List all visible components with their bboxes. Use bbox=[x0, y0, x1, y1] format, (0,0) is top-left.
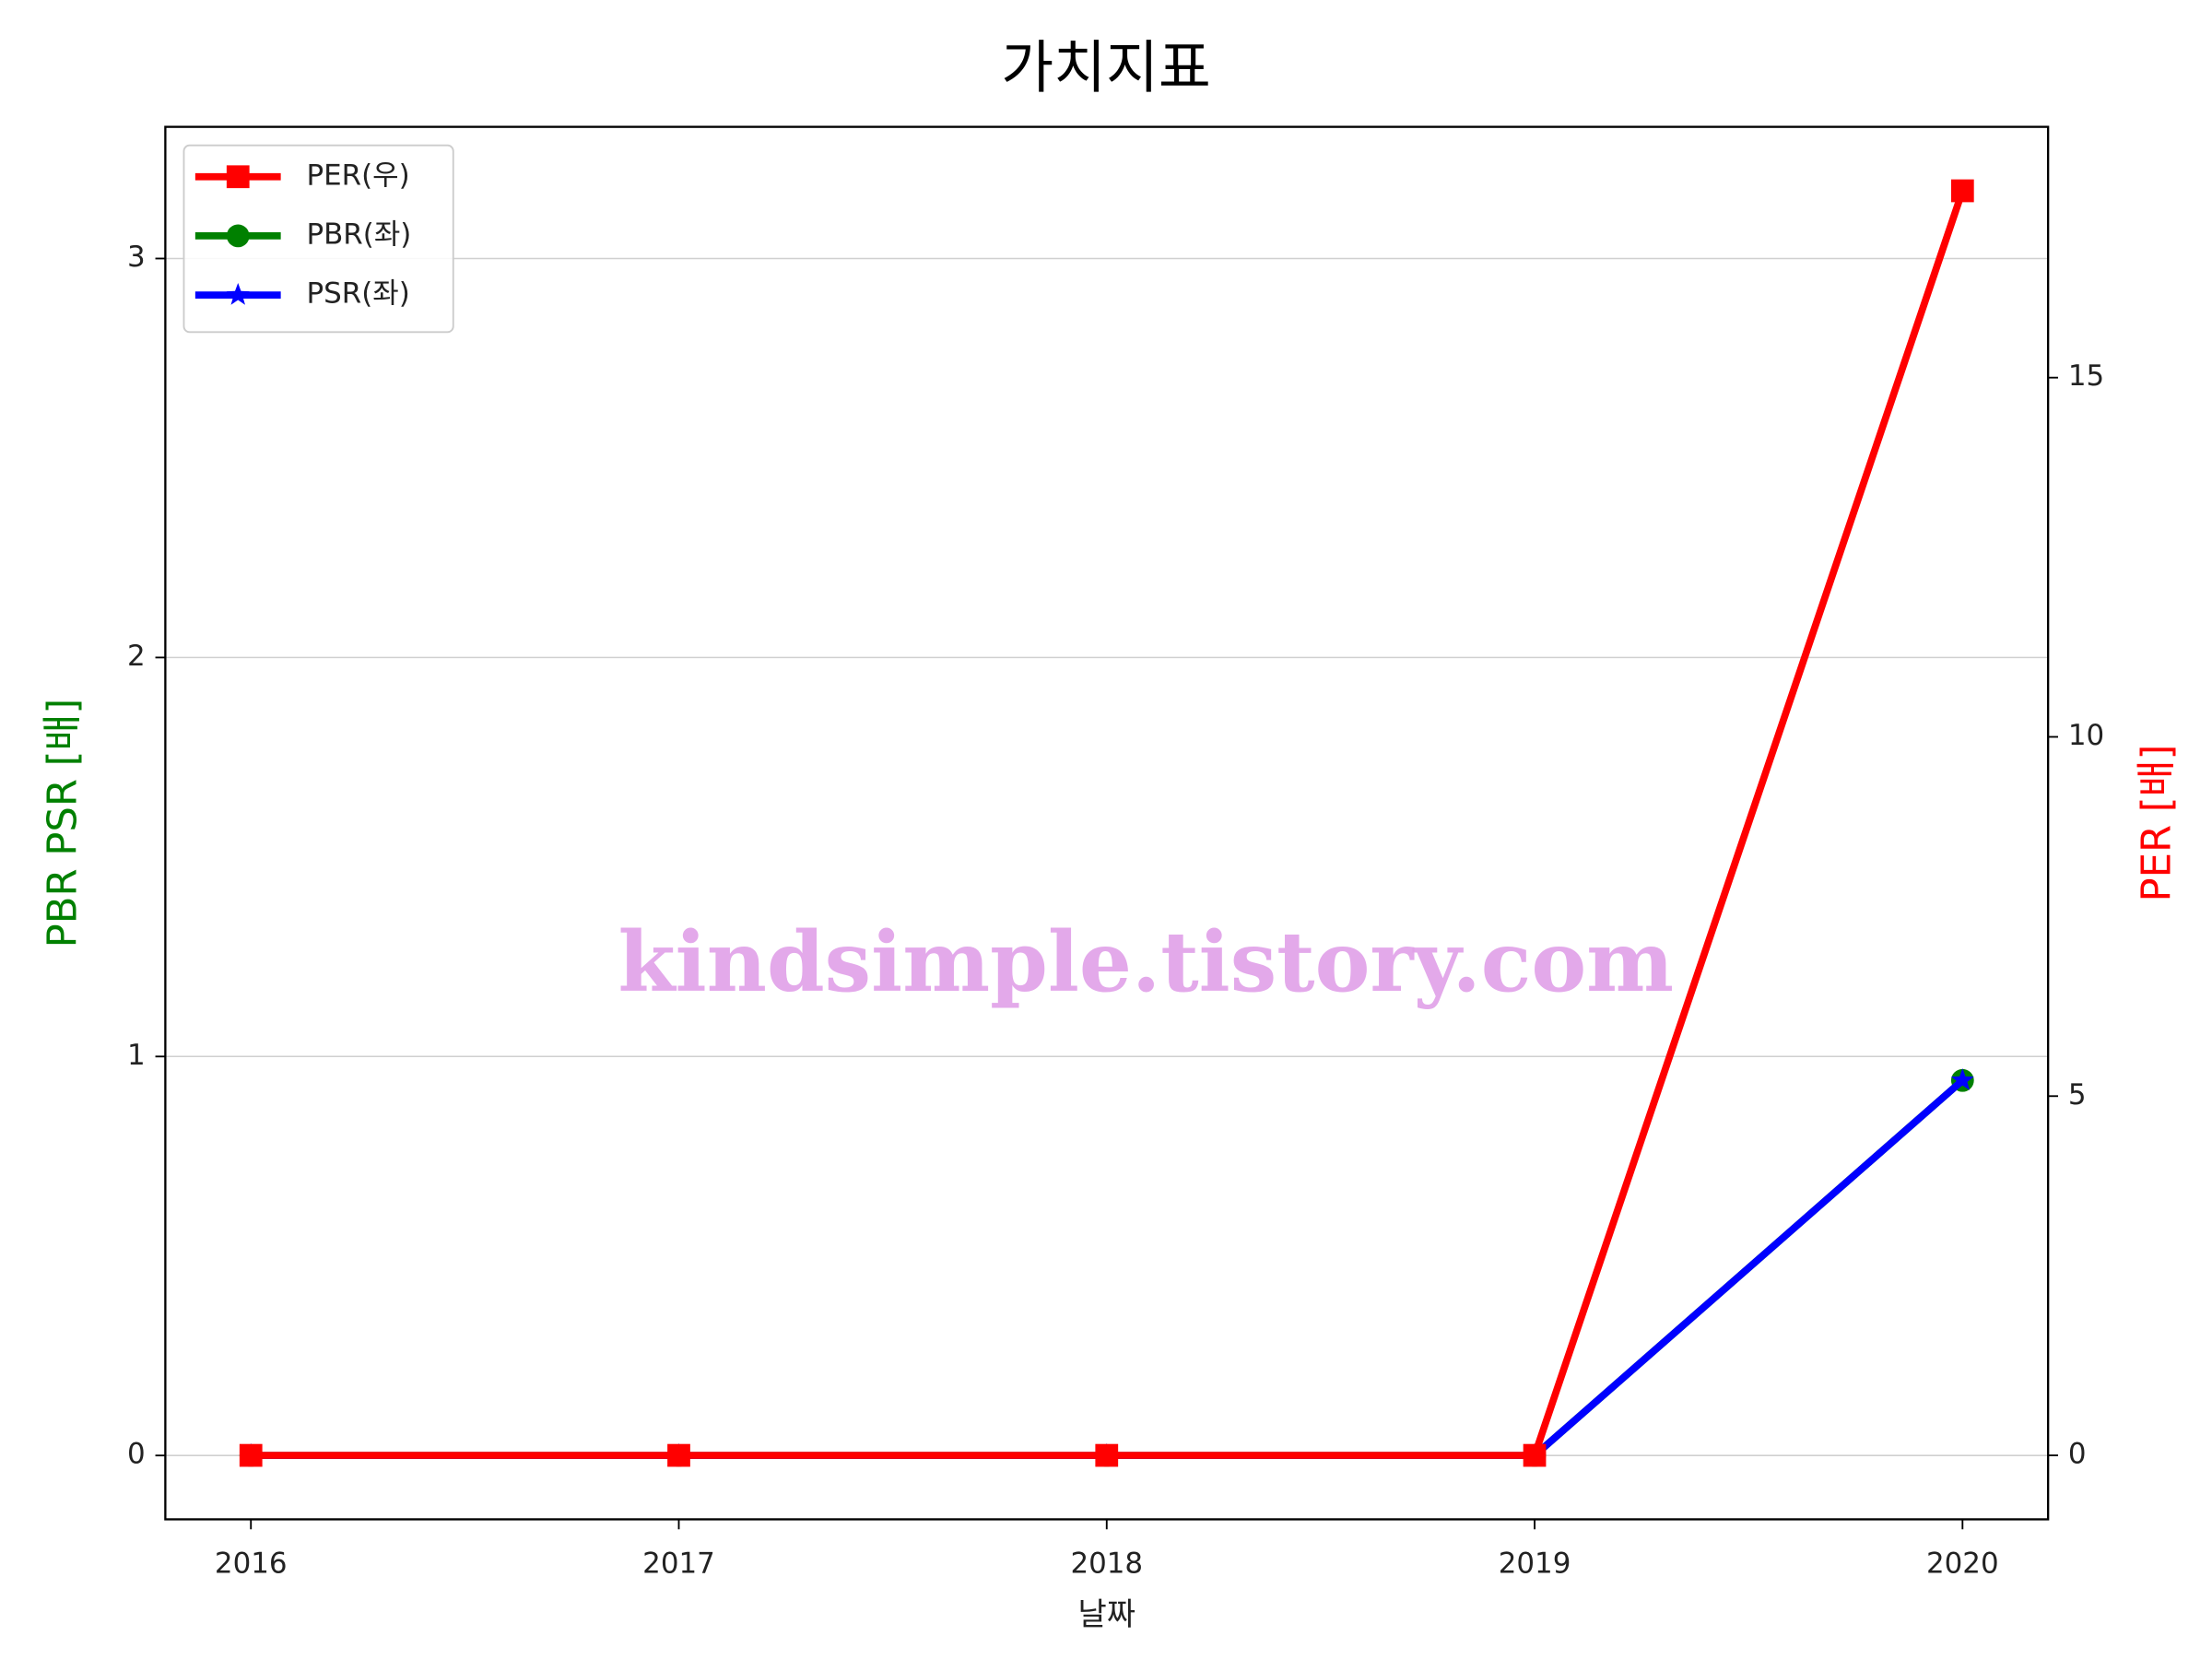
y-tick-label: 3 bbox=[127, 241, 146, 274]
marker bbox=[1950, 179, 1974, 203]
y2-tick-label: 15 bbox=[2068, 359, 2104, 393]
series-line bbox=[251, 189, 1966, 1459]
chart-title: 가치지표 bbox=[1001, 34, 1211, 100]
x-tick-label: 2016 bbox=[215, 1547, 288, 1580]
y-tick-label: 0 bbox=[127, 1438, 146, 1471]
y2-tick-label: 10 bbox=[2068, 719, 2104, 752]
x-axis-label: 날짜 bbox=[1077, 1596, 1135, 1633]
x-tick-label: 2019 bbox=[1499, 1547, 1571, 1580]
series-line bbox=[251, 1077, 1965, 1460]
marker bbox=[1095, 1443, 1119, 1467]
x-tick-label: 2017 bbox=[642, 1547, 715, 1580]
watermark: kindsimple.tistory.com bbox=[618, 914, 1675, 1011]
y-axis-label: PBR PSR [배] bbox=[41, 699, 87, 948]
x-tick-label: 2020 bbox=[1926, 1547, 1999, 1580]
legend-marker bbox=[226, 224, 250, 248]
legend-marker bbox=[226, 282, 250, 305]
y-tick-label: 2 bbox=[127, 640, 146, 673]
legend-label: PSR(좌) bbox=[306, 277, 409, 311]
marker bbox=[1523, 1443, 1547, 1467]
legend-box bbox=[182, 144, 454, 334]
y2-tick-label: 0 bbox=[2068, 1438, 2087, 1471]
legend-label: PER(우) bbox=[306, 159, 409, 192]
marker bbox=[667, 1443, 690, 1467]
series-line bbox=[251, 1077, 1965, 1460]
y2-tick-label: 5 bbox=[2068, 1078, 2087, 1112]
legend-marker bbox=[226, 165, 250, 189]
marker bbox=[239, 1443, 263, 1467]
x-tick-label: 2018 bbox=[1070, 1547, 1143, 1580]
y-tick-label: 1 bbox=[127, 1039, 146, 1072]
plot-frame bbox=[164, 125, 2050, 1521]
legend-label: PBR(좌) bbox=[306, 218, 411, 251]
y2-axis-label: PER [배] bbox=[2134, 745, 2180, 902]
marker bbox=[1950, 1068, 1974, 1090]
